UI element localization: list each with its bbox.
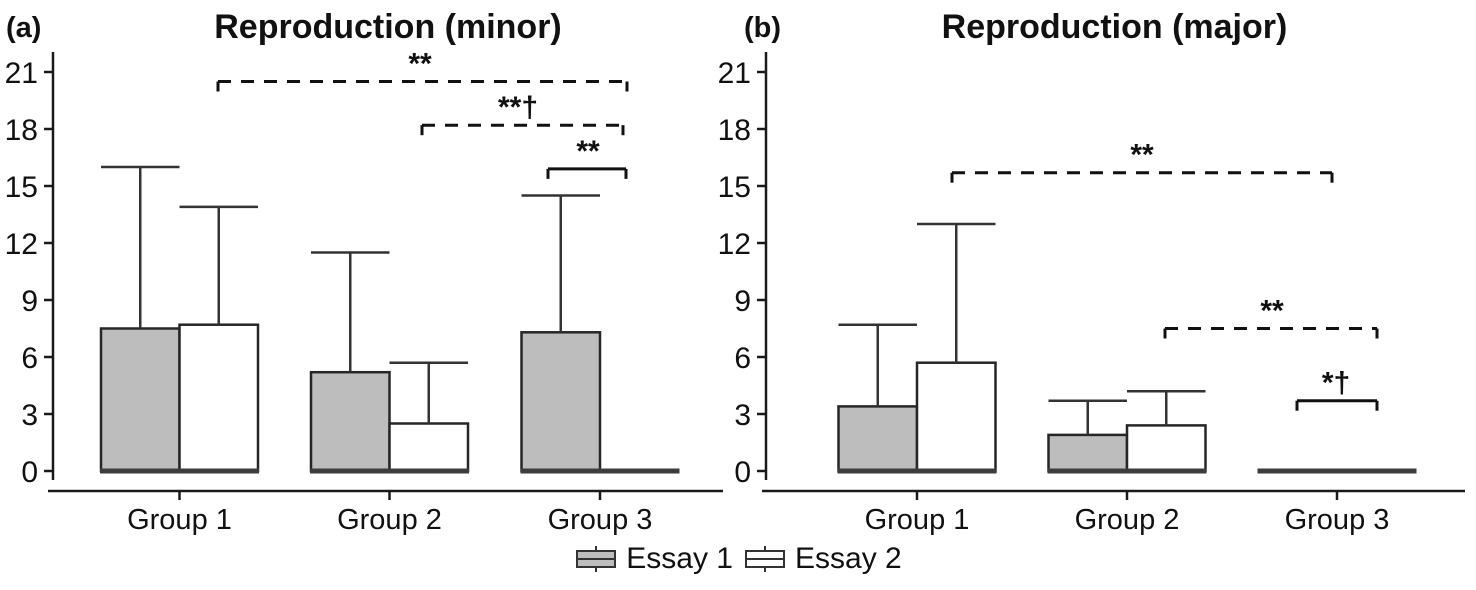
y-tick-label: 9 <box>734 285 751 318</box>
y-tick-label: 3 <box>21 399 38 432</box>
y-tick-label: 18 <box>5 114 38 147</box>
bar-g2-essay-1-b <box>1047 433 1129 473</box>
x-tick-label: Group 3 <box>1285 504 1390 536</box>
legend-item-essay-2: Essay 2 <box>743 544 902 574</box>
significance-label-a-2: **† <box>498 91 538 124</box>
y-tick-label: 15 <box>718 171 751 204</box>
x-tick-label: Group 2 <box>337 504 442 536</box>
x-tick-label: Group 1 <box>127 504 232 536</box>
x-tick-label: Group 3 <box>548 504 653 536</box>
panel-a-letter: (a) <box>6 12 42 44</box>
bar-g2-essay-2-a <box>388 422 470 473</box>
legend-item-essay-1: Essay 1 <box>574 544 733 574</box>
y-tick-label: 15 <box>5 171 38 204</box>
legend-essay-2-label: Essay 2 <box>795 542 902 575</box>
panel-b-title: Reproduction (major) <box>941 8 1288 46</box>
y-tick-label: 21 <box>5 57 38 90</box>
bar-g1-essay-1-a <box>99 327 181 473</box>
y-tick-label: 3 <box>734 399 751 432</box>
panel-a-title: Reproduction (minor) <box>214 8 562 46</box>
bar-g2-essay-1-a <box>309 370 391 473</box>
significance-label-b-1: ** <box>1130 139 1154 172</box>
bar-g1-essay-1-b <box>837 405 919 473</box>
significance-label-b-3: *† <box>1322 367 1350 400</box>
bar-g1-essay-2-a <box>178 323 260 473</box>
y-tick-label: 0 <box>734 456 751 489</box>
x-tick-label: Group 2 <box>1075 504 1180 536</box>
essay-1-boxplot-icon <box>576 546 617 572</box>
y-tick-label: 9 <box>21 285 38 318</box>
y-tick-label: 21 <box>718 57 751 90</box>
panel-b-letter: (b) <box>744 12 782 44</box>
significance-label-a-3: ** <box>576 135 600 168</box>
y-tick-label: 12 <box>5 228 38 261</box>
essay-2-boxplot-icon <box>745 546 785 572</box>
bar-g3-essay-1-a <box>520 331 602 473</box>
x-tick-label: Group 1 <box>865 504 970 536</box>
significance-label-b-2: ** <box>1260 295 1284 328</box>
significance-label-a-1: ** <box>408 48 432 81</box>
legend-essay-1-label: Essay 1 <box>626 542 733 575</box>
bar-g1-essay-2-b <box>915 361 997 473</box>
legend: Essay 1 Essay 2 <box>0 544 1476 574</box>
y-tick-label: 12 <box>718 228 751 261</box>
y-tick-label: 0 <box>21 456 38 489</box>
y-tick-label: 6 <box>734 342 751 375</box>
y-tick-label: 6 <box>21 342 38 375</box>
bar-g2-essay-2-b <box>1125 424 1207 473</box>
y-tick-label: 18 <box>718 114 751 147</box>
